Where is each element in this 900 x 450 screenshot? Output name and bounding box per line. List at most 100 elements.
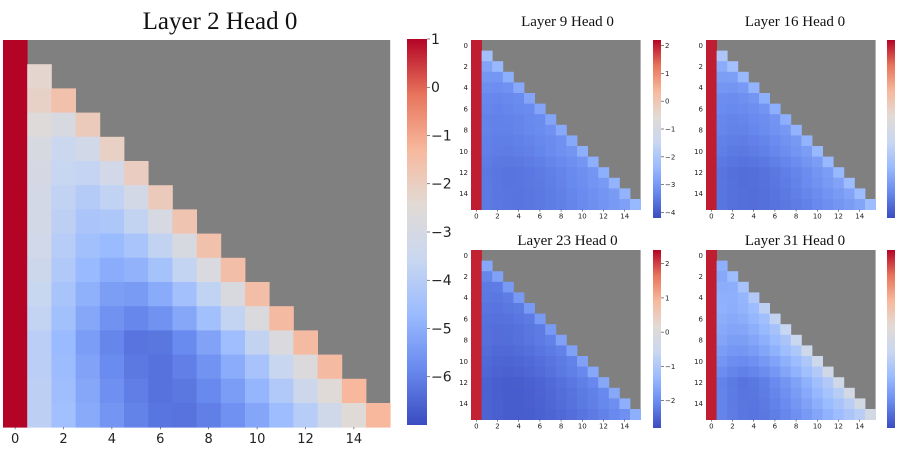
colorbar: [887, 40, 895, 218]
heatmap-cell: [3, 136, 28, 162]
y-tick-label: 6: [699, 105, 704, 113]
heatmap-cell: [471, 345, 482, 357]
heatmap-cell: [3, 354, 28, 380]
heatmap-cell: [566, 345, 578, 357]
y-tick-label: 12: [459, 379, 468, 387]
heatmap-cell: [608, 387, 620, 399]
heatmap-svg: 0 2 4 6 8 10 12 14 0 2 4 6 8 10 12 14: [694, 250, 895, 431]
heatmap-cell: [769, 409, 781, 420]
heatmap-cell: [865, 199, 876, 210]
heatmap-cell: [619, 409, 631, 420]
heatmap-cell: [513, 82, 525, 94]
heatmap-cell: [716, 377, 728, 389]
x-tick-label: 6: [773, 423, 778, 431]
heatmap-cell: [481, 313, 493, 325]
x-tick-label: 2: [495, 213, 499, 221]
heatmap-cell: [598, 387, 610, 399]
heatmap-cell: [801, 146, 813, 157]
x-tick-label: 4: [751, 423, 756, 431]
heatmap-cell: [727, 82, 739, 94]
heatmap-cell: [727, 271, 739, 283]
heatmap-cell: [481, 377, 493, 389]
x-tick-label: 6: [538, 423, 543, 431]
heatmap-cell: [748, 366, 760, 378]
colorbar-tick-label: −1: [431, 128, 452, 144]
heatmap-cell: [716, 324, 728, 336]
heatmap-cell: [524, 303, 535, 314]
heatmap-cell: [727, 334, 739, 346]
heatmap-cell: [502, 82, 514, 94]
heatmap-cell: [706, 377, 717, 389]
heatmap-cell: [148, 233, 173, 259]
heatmap-cell: [822, 387, 834, 399]
heatmap-cell: [737, 135, 749, 147]
heatmap-cell: [555, 345, 567, 357]
heatmap-cell: [471, 281, 482, 293]
heatmap-cell: [513, 199, 525, 210]
heatmap-cell: [534, 146, 546, 157]
heatmap-cell: [577, 188, 588, 200]
heatmap-cell: [471, 199, 482, 210]
colorbar-tick-label: −2: [665, 397, 675, 405]
heatmap-cell: [124, 257, 149, 283]
heatmap-cell: [801, 356, 813, 367]
heatmap-cell: [566, 387, 578, 399]
heatmap-cell: [172, 282, 197, 307]
heatmap-cell: [148, 257, 173, 283]
heatmap-cell: [706, 146, 717, 157]
heatmap-cell: [566, 146, 578, 157]
x-tick-label: 8: [559, 423, 563, 431]
heatmap-cell: [245, 354, 270, 380]
y-tick-label: 10: [459, 358, 468, 366]
heatmap-cell: [566, 177, 578, 189]
heatmap-cell: [99, 403, 125, 428]
heatmap-cell: [790, 167, 802, 179]
heatmap-cell: [534, 124, 546, 136]
heatmap-cell: [577, 156, 588, 168]
heatmap-cell: [51, 306, 76, 331]
heatmap-cell: [716, 103, 728, 115]
heatmap-cell: [577, 199, 588, 210]
heatmap-cell: [790, 156, 802, 168]
heatmap-cell: [598, 398, 610, 410]
heatmap-cell: [502, 177, 514, 189]
heatmap-cell: [492, 303, 504, 314]
heatmap-cell: [759, 366, 770, 378]
heatmap-cell: [513, 366, 525, 378]
heatmap-cell: [75, 354, 101, 380]
heatmap-cell: [737, 177, 749, 189]
heatmap-cell: [748, 398, 760, 410]
heatmap-cell: [534, 324, 546, 336]
heatmap-cell: [801, 387, 813, 399]
heatmap-cell: [566, 135, 578, 147]
heatmap-cell: [780, 377, 792, 389]
heatmap-cell: [716, 334, 728, 346]
y-tick-label: 8: [464, 337, 468, 345]
heatmap-cell: [748, 167, 760, 179]
colorbar-tick-label: 0: [431, 80, 440, 96]
heatmap-cell: [577, 398, 588, 410]
heatmap-cell: [502, 398, 514, 410]
heatmap-cell: [587, 366, 599, 378]
heatmap-cell: [630, 409, 641, 420]
heatmap-cell: [51, 112, 76, 138]
heatmap-cell: [727, 103, 739, 115]
x-tick-label: 12: [297, 432, 314, 447]
heatmap-cell: [822, 177, 834, 189]
heatmap-cell: [27, 88, 52, 113]
heatmap-cell: [727, 281, 739, 293]
heatmap-cell: [801, 409, 813, 420]
heatmap-cell: [513, 292, 525, 304]
heatmap-cell: [75, 378, 101, 404]
heatmap-cell: [801, 167, 813, 179]
heatmap-cell: [812, 177, 823, 189]
heatmap-cell: [471, 356, 482, 367]
heatmap-cell: [737, 71, 749, 83]
y-tick-label: 8: [464, 127, 468, 135]
colorbar-tick-label: −1: [665, 363, 675, 371]
x-tick-label: 14: [620, 423, 629, 431]
heatmap-cell: [737, 334, 749, 346]
heatmap-cell: [555, 124, 567, 136]
heatmap-cell: [577, 356, 588, 367]
heatmap-cell: [843, 409, 855, 420]
